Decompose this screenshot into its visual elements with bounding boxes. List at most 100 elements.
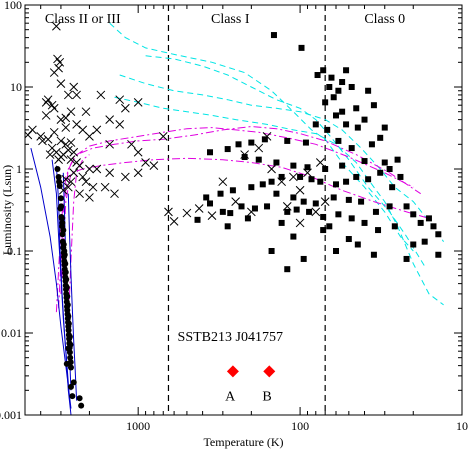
class-0-point [339,108,346,115]
class-i-point [96,90,106,100]
class-ii-iii-point [62,269,69,276]
class-ii-iii-point [57,195,64,202]
class-0-point [353,105,360,112]
class-i-point [88,182,98,192]
class-i-point [61,123,71,132]
class-0-point [314,72,321,79]
class-i-point [110,189,119,199]
class-i-point [92,125,102,135]
class-0-point [353,173,360,180]
class-0-point [370,251,377,258]
class-0-point [324,126,331,133]
class-0-point [320,213,327,220]
class-0-point [372,208,379,215]
class-0-point [235,141,242,148]
class-0-point [284,137,291,144]
class-i-point [66,138,76,147]
class-i-point [218,177,228,187]
class-i-point [127,139,136,149]
class-i-point [56,79,66,88]
class-ii-iii-point [65,327,72,334]
class-0-point [273,159,280,166]
class-ii-iii-point [66,333,73,340]
class-0-point [241,154,248,161]
class-0-point [290,194,297,201]
class-i-point [164,207,173,217]
class-i-point [49,68,59,77]
class-0-point [297,173,304,180]
class-ii-iii-point [67,364,74,371]
x-axis-title: Temperature (K) [203,435,283,449]
class-i-point [58,185,68,195]
annotation-0: SSTB213 J041757 [178,330,283,345]
class-i-point [66,155,76,165]
class-0-point [290,233,297,240]
class-i-point [56,152,66,162]
class-ii-iii-point [78,402,85,409]
class-0-point [391,223,398,230]
class-ii-iii-point [56,178,63,185]
class-0-point [403,255,410,262]
class-i-point [75,161,84,170]
class-0-point [244,215,251,222]
class-0-point [365,176,372,183]
class-ii-iii-point [67,354,74,361]
class-i-point [56,136,66,146]
class-0-point [328,74,335,81]
class-0-point [290,162,297,169]
annotation-2: B [262,390,271,405]
class-i-point [115,95,125,105]
class-i-point [45,150,55,159]
class-0-point [300,255,307,262]
class-0-point [333,181,340,188]
highlight-point-b [263,365,276,378]
class-0-point [381,124,388,131]
class-0-point [306,208,313,215]
class-0-point [268,178,275,185]
class-0-point [386,166,393,172]
class-i-point [52,21,61,31]
y-tick-label: 10 [10,80,22,94]
class-0-point [293,206,300,213]
class-0-point [251,205,258,212]
class-0-point [365,87,372,94]
x-tick-label: 100 [291,419,309,433]
class-i-point [85,193,94,202]
class-i-point [120,103,130,113]
y-tick-label: 0.01 [1,326,22,340]
class-0-point [348,84,355,90]
class-0-point [312,121,319,128]
class-0-point [284,266,291,273]
y-tick-label: 0.001 [0,408,22,422]
class-i-point [100,182,110,192]
class-0-point [203,194,210,201]
class-0-point [345,196,352,203]
class-0-point [358,198,365,205]
class-i-point [49,127,59,137]
class-ii-iii-point [67,383,74,390]
class-0-point [217,190,224,197]
class-0-point [302,139,309,146]
class-0-point [370,102,377,109]
class-0-point [207,200,214,207]
class-i-point [295,185,305,195]
class-0-point [435,231,442,238]
class-0-point [219,208,226,215]
class-0-point [425,215,432,222]
class-ii-iii-point [65,345,72,352]
class-0-point [354,124,361,131]
class-0-point [410,241,417,248]
class-i-point [267,164,276,174]
model-track-0-2 [119,74,445,242]
class-ii-iii-point [63,276,70,283]
class-i-point [133,147,143,157]
class-i-point [66,107,76,117]
class-i-point [182,208,192,218]
class-i-point [69,168,79,178]
class-0-point [320,67,327,74]
region-label-1: Class I [211,12,250,27]
class-0-point [264,203,271,210]
class-0-point [300,198,307,205]
class-0-point [361,116,368,123]
